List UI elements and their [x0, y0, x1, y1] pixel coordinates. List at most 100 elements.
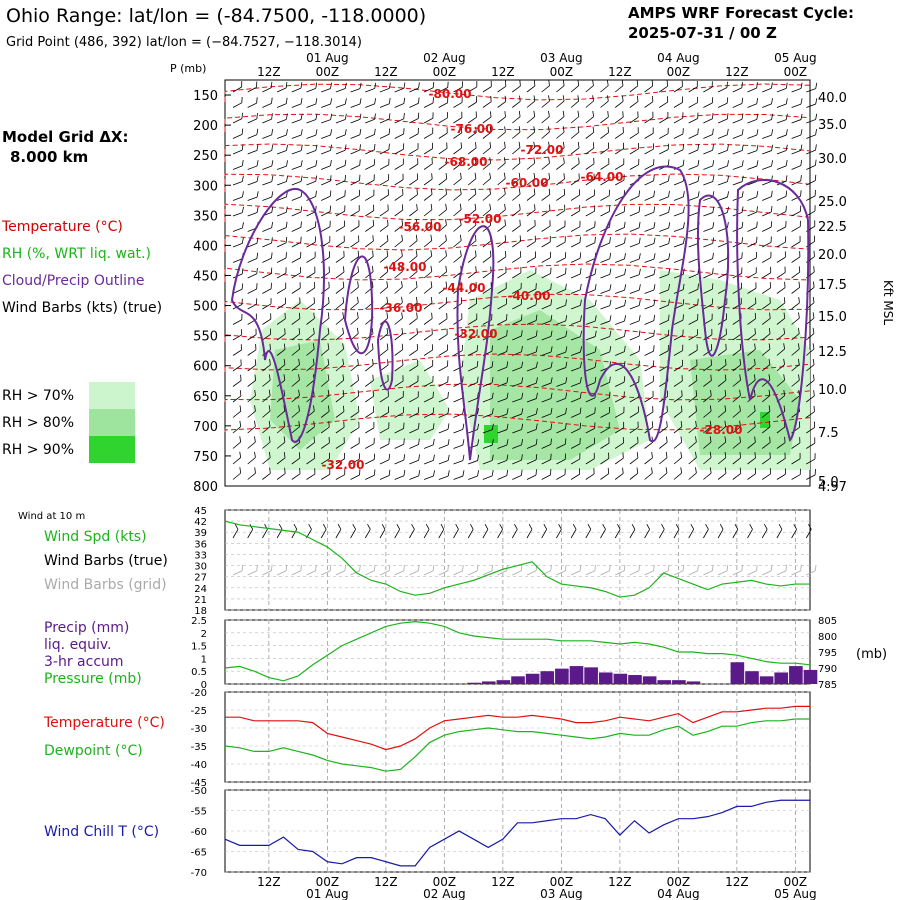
wind-barb	[570, 110, 580, 124]
wind-barb-staff	[409, 365, 419, 372]
wind-barb	[409, 454, 420, 465]
wind-barb-feather	[594, 284, 597, 290]
wind-barb-feather	[636, 452, 639, 459]
wind-barb-staff	[614, 529, 621, 539]
wind-barb-staff	[409, 148, 419, 155]
wind-barb-feather	[797, 343, 800, 350]
grid-wind-barb	[732, 564, 743, 576]
wind-barb-feather	[651, 421, 654, 428]
wind-barb-staff	[276, 570, 287, 576]
wind-barb-staff	[673, 529, 680, 539]
wind-barb	[717, 374, 727, 387]
precip-bar	[745, 671, 759, 684]
wind-barb-feather	[695, 451, 697, 458]
wind-barb	[703, 160, 715, 170]
isotherm-label: -44.00	[443, 281, 486, 295]
wind-barb	[335, 405, 345, 418]
wind-barb-feather	[520, 267, 522, 273]
isotherm-line	[224, 383, 811, 402]
wind-barb	[644, 345, 655, 356]
wind-barb-staff	[703, 288, 713, 294]
wind-barb	[629, 237, 641, 248]
wind-barb	[791, 82, 803, 93]
wind-barb-staff	[453, 147, 462, 155]
isotherm-line	[224, 113, 811, 132]
wind-barb	[688, 81, 698, 93]
wind-barb-feather	[653, 345, 655, 352]
wind-barb-feather	[785, 98, 788, 105]
wind-barb-feather	[519, 80, 521, 87]
wind-barb	[688, 283, 699, 294]
wind-barb-staff	[409, 412, 419, 418]
wind-barb-staff	[776, 287, 786, 294]
wind-barb-staff	[394, 302, 403, 310]
wind-barb-staff	[335, 348, 344, 356]
wind-barb	[512, 188, 521, 201]
wind-barb	[365, 359, 374, 372]
wind-barb	[467, 297, 478, 310]
precip-bar	[789, 666, 803, 684]
isotherm-label: -60.00	[506, 176, 549, 190]
wind-barb-feather	[682, 112, 684, 119]
wind-barb-feather	[270, 313, 272, 320]
wind-barb-staff	[688, 334, 698, 341]
wind-barb-staff	[423, 87, 434, 93]
wind-barb	[438, 81, 449, 93]
wind-barb	[614, 158, 625, 170]
wind-barb-feather	[270, 298, 272, 304]
wind-barb	[791, 389, 800, 403]
panel-label: Wind Barbs (grid)	[44, 577, 167, 593]
wind-barb-staff	[526, 288, 537, 294]
wind-barb	[526, 95, 536, 108]
wind-barb-staff	[335, 180, 346, 186]
wind-barb-feather	[519, 219, 521, 226]
wind-barb-feather	[697, 564, 699, 571]
wind-barb	[497, 188, 506, 201]
wind-barb-feather	[726, 97, 729, 104]
wind-barb-staff	[570, 178, 580, 186]
wind-barb-feather	[572, 524, 577, 530]
wind-barb	[247, 81, 258, 93]
wind-barb	[438, 297, 448, 310]
wind-barb-feather	[462, 564, 464, 571]
wind-barb-feather	[357, 266, 359, 272]
wind-barb	[791, 437, 801, 449]
isotherm-line	[224, 173, 811, 192]
wind-barb-staff	[394, 364, 404, 372]
wind-barb-feather	[697, 96, 699, 103]
wind-barb-feather	[283, 374, 286, 381]
wind-barb	[556, 315, 568, 325]
wind-barb-feather	[476, 360, 479, 367]
wind-barb-staff	[453, 209, 462, 217]
wind-barb	[276, 267, 287, 279]
wind-barb-feather	[712, 564, 714, 571]
wind-barb	[776, 452, 786, 465]
wind-barb-staff	[394, 179, 404, 186]
wind-barb	[791, 98, 803, 108]
wind-barb-feather	[593, 173, 595, 180]
wind-barb-feather	[608, 406, 611, 413]
wind-barb	[644, 143, 654, 155]
grid-wind-barb	[791, 564, 802, 576]
wind-barb-feather	[386, 265, 389, 272]
wind-barb-staff	[615, 320, 625, 325]
wind-barb-staff	[717, 395, 727, 403]
wind-barb-staff	[453, 193, 462, 201]
wind-barb-feather	[474, 219, 477, 226]
wind-barb-feather	[462, 439, 465, 446]
wind-barb-staff	[541, 209, 551, 217]
wind-barb-feather	[372, 359, 374, 365]
wind-barb	[409, 188, 418, 201]
wind-barb	[306, 452, 316, 465]
wind-barb-staff	[570, 289, 581, 294]
wind-barb	[232, 436, 242, 449]
wind-barb-feather	[373, 174, 375, 181]
wind-barb-staff	[423, 529, 430, 539]
wind-barb-staff	[703, 149, 713, 155]
wind-barb	[512, 110, 521, 124]
wind-barb-staff	[423, 133, 433, 139]
wind-barb-feather	[330, 98, 333, 105]
wind-barb	[512, 423, 524, 434]
wind-barb	[791, 175, 802, 186]
